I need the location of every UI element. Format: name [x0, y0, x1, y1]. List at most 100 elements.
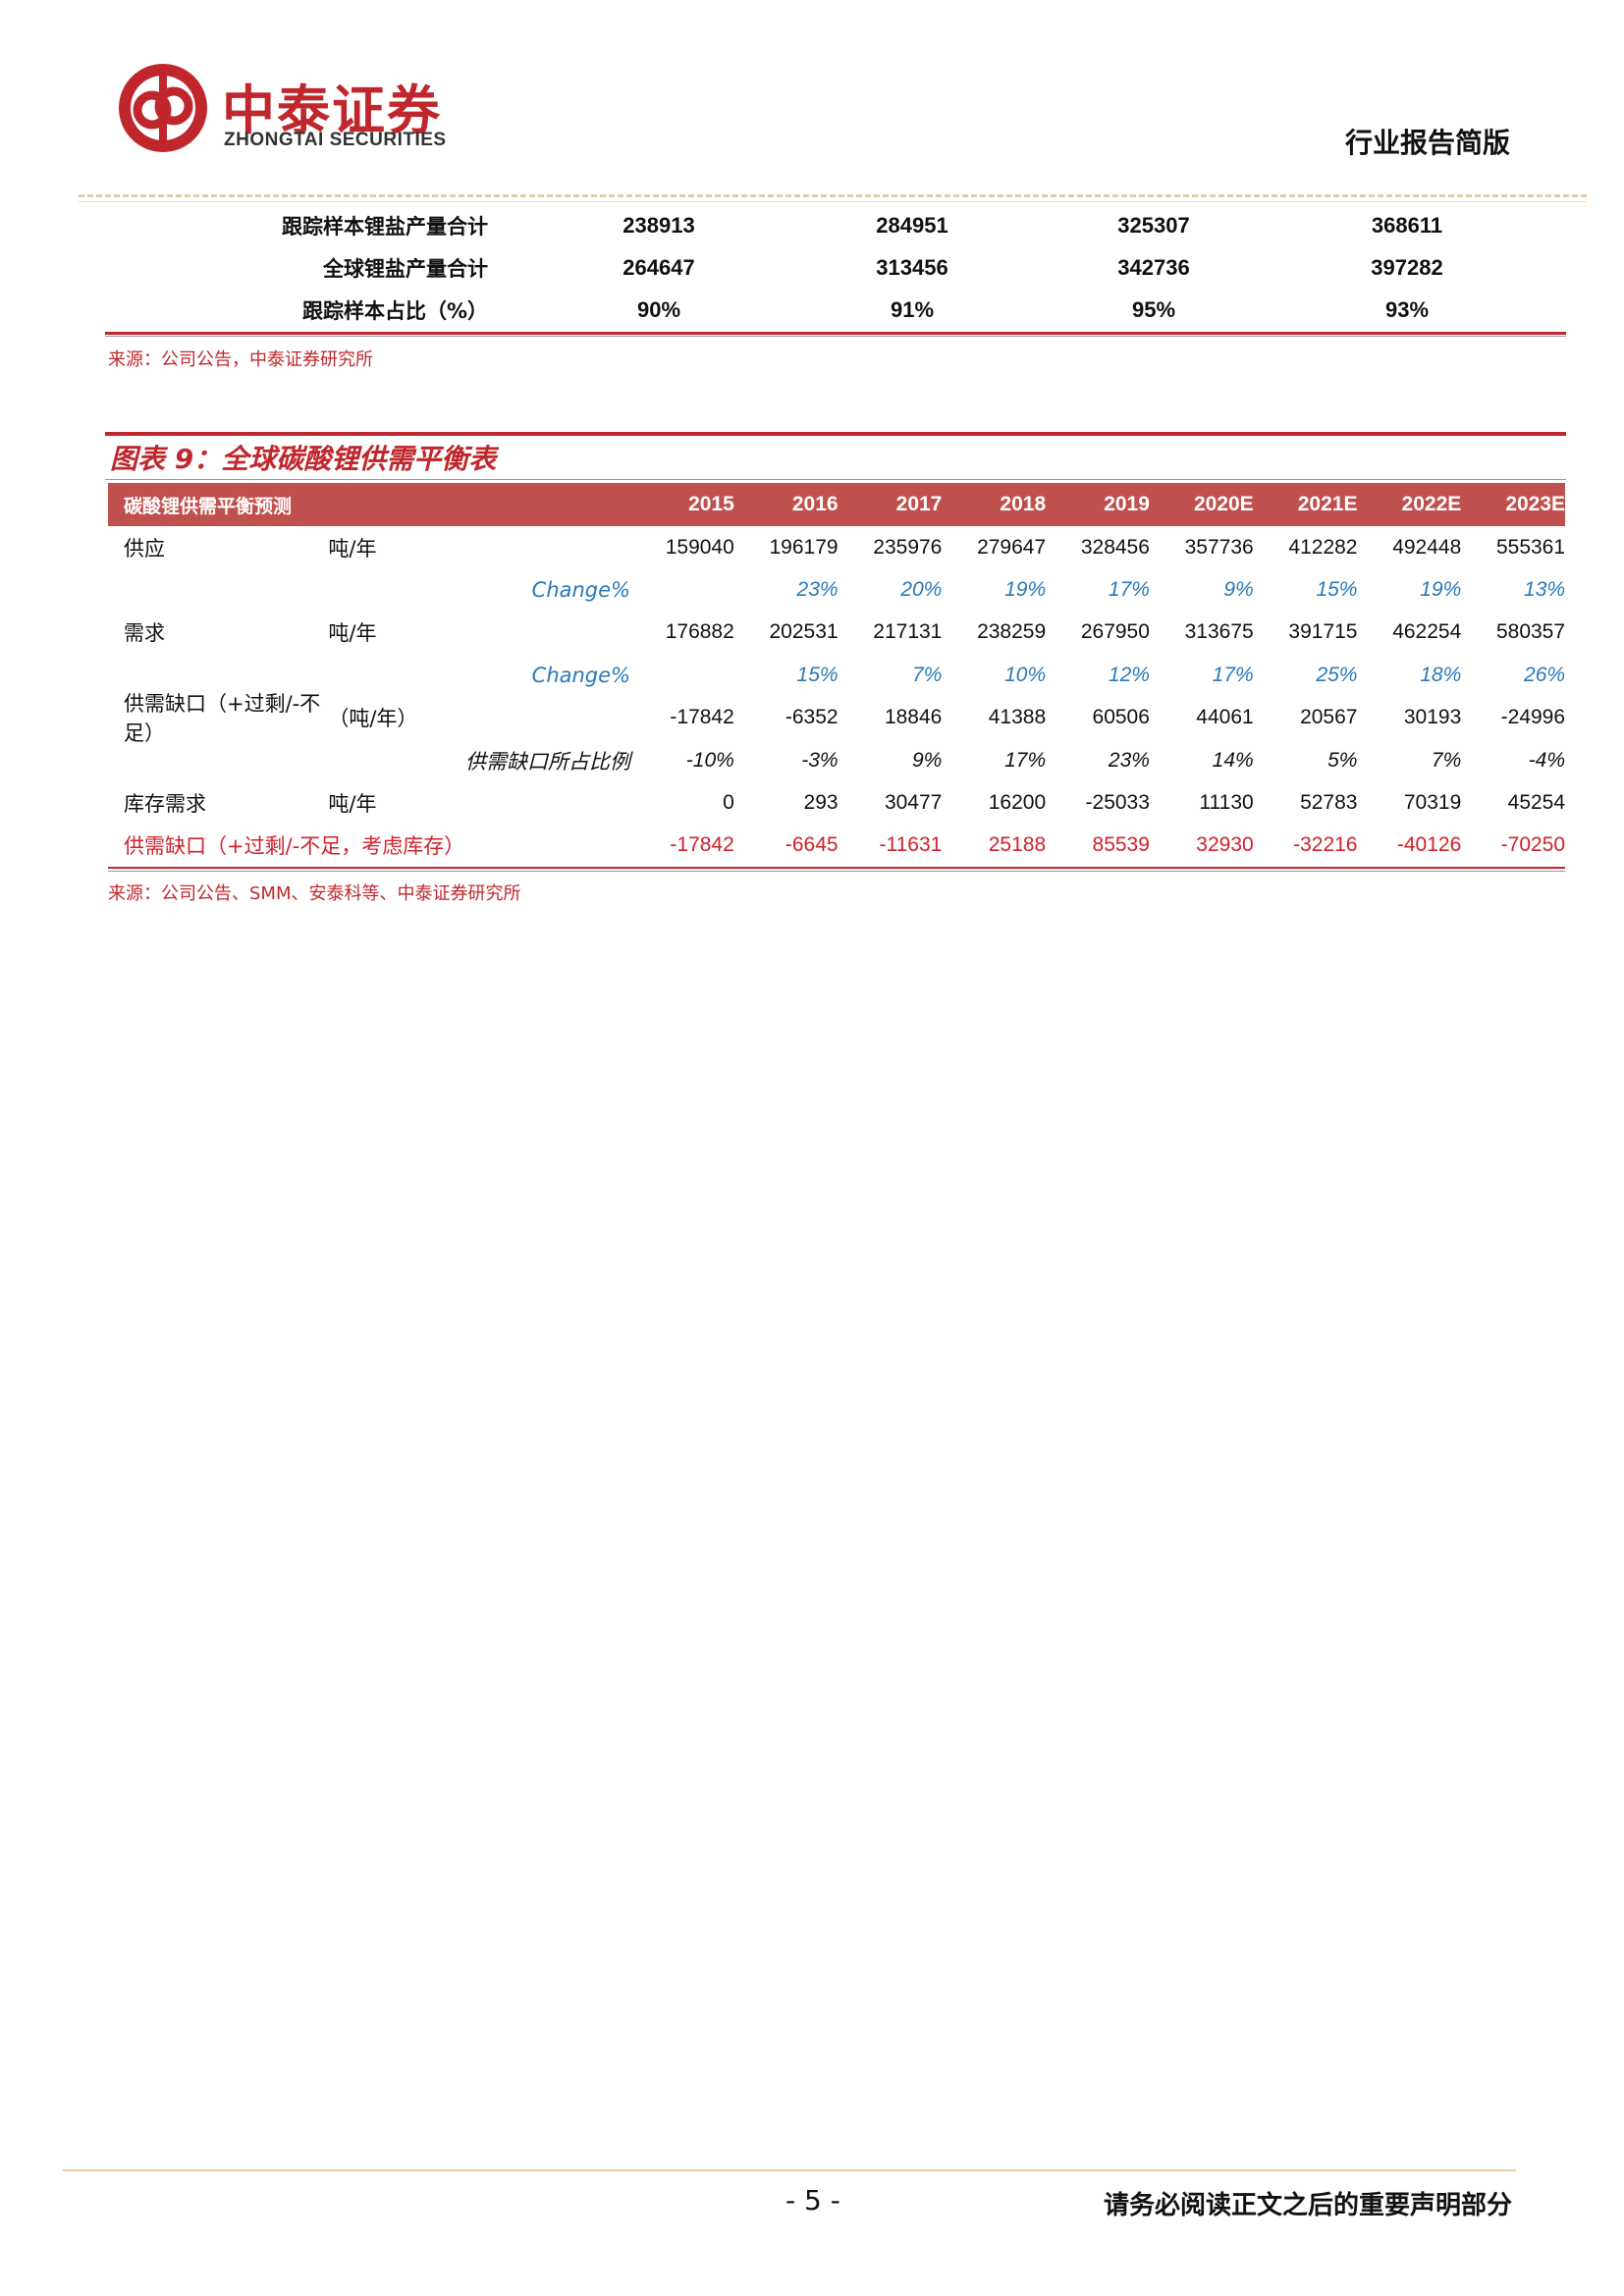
year-header: 2019	[1104, 493, 1150, 515]
table-cell: 397282	[1371, 254, 1443, 280]
row-label: 跟踪样本占比（%）	[301, 298, 488, 323]
row-unit: 吨/年	[328, 536, 377, 561]
table-cell: 235976	[873, 535, 943, 559]
table-cell: 16200	[988, 791, 1047, 815]
table-row: 供需缺口（+过剩/-不足，考虑库存） -17842 -6645 -11631 25188…	[108, 825, 1565, 867]
table-cell: 202531	[769, 620, 839, 644]
row-label: 全球锂盐产量合计	[323, 256, 488, 281]
row-unit: Change%	[531, 578, 631, 603]
table-cell: -40126	[1396, 833, 1462, 857]
table-cell: 93%	[1384, 296, 1430, 322]
table-cell: 10%	[1004, 663, 1047, 686]
table-cell: 20567	[1300, 706, 1358, 729]
table-cell: 15%	[796, 663, 839, 686]
company-logo: 中泰证券 ZHONGTAI SECURITIES	[116, 61, 489, 159]
table-cell: 267950	[1080, 620, 1150, 644]
table-cell: 357736	[1184, 535, 1254, 559]
table-cell: -6645	[785, 833, 839, 857]
table-row: 全球锂盐产量合计 264647 313456 342736 397282	[105, 246, 1566, 289]
table-cell: 238913	[623, 212, 695, 238]
row-unit: 吨/年	[328, 621, 377, 646]
row-unit: 供需缺口所占比例	[465, 749, 631, 774]
year-header: 2018	[1000, 493, 1047, 515]
table-cell: 41388	[988, 706, 1047, 729]
row-label: 供需缺口（+过剩/-不足，考虑库存）	[124, 834, 465, 859]
row-label: 供应	[124, 536, 165, 561]
table-cell: 7%	[1431, 748, 1462, 772]
table-cell: 23%	[1108, 748, 1150, 772]
table-row: 跟踪样本锂盐产量合计 238913 284951 325307 368611	[105, 204, 1566, 246]
table-cell: 14%	[1212, 748, 1254, 772]
year-header: 2016	[791, 493, 839, 515]
table-bottom-rule-thin	[105, 336, 1566, 337]
page-number: - 5 -	[785, 2184, 840, 2216]
table-bottom-rule-thin	[108, 871, 1565, 873]
year-header: 2021E	[1297, 493, 1358, 515]
table-cell: -3%	[801, 748, 839, 772]
table-cell: 176882	[665, 620, 734, 644]
table-cell: 11130	[1199, 791, 1254, 815]
table-cell: 44061	[1196, 706, 1254, 729]
year-header: 2015	[688, 493, 734, 515]
table-cell: -6352	[785, 706, 839, 729]
table-cell: 85539	[1092, 833, 1150, 857]
table-cell: 325307	[1117, 212, 1190, 238]
table-cell: 60506	[1092, 706, 1150, 729]
table-cell: 30193	[1403, 706, 1462, 729]
table-cell: 264647	[623, 254, 695, 280]
table-cell: 17%	[1108, 578, 1150, 602]
table-cell: 32930	[1196, 833, 1254, 857]
table-cell: 328456	[1080, 535, 1150, 559]
header-divider-thin	[79, 201, 1587, 202]
table-cell: 9%	[912, 748, 943, 772]
table-cell: 26%	[1524, 663, 1566, 686]
table-cell: -32216	[1293, 833, 1358, 857]
table-cell: 5%	[1327, 748, 1358, 772]
tracking-sample-table: 跟踪样本锂盐产量合计 238913 284951 325307 368611 全…	[105, 204, 1566, 331]
table-cell: 25188	[988, 833, 1047, 857]
figure-title-rule	[105, 432, 1566, 436]
table-cell: -24996	[1500, 706, 1566, 729]
table-cell: 580357	[1495, 620, 1566, 644]
table-cell: 7%	[912, 663, 943, 686]
table-cell: -10%	[685, 748, 734, 772]
table-cell: 90%	[636, 296, 681, 322]
report-type: 行业报告简版	[1344, 127, 1510, 159]
logo-english-name: ZHONGTAI SECURITIES	[224, 130, 447, 150]
table-cell: 30477	[884, 791, 943, 815]
figure-title: 图表 9：全球碳酸锂供需平衡表	[110, 443, 497, 475]
header-label: 碳酸锂供需平衡预测	[124, 495, 293, 517]
row-unit: （吨/年）	[328, 707, 418, 731]
table-cell: 19%	[1420, 578, 1462, 602]
table-cell: 368611	[1371, 212, 1443, 238]
table-cell: 462254	[1392, 620, 1462, 644]
table-cell: 12%	[1108, 663, 1150, 686]
year-header: 2017	[895, 493, 943, 515]
table-row: Change% 15% 7% 10% 12% 17% 25% 18% 26%	[108, 654, 1565, 696]
table-cell: 313456	[876, 254, 948, 280]
table-row: 供需缺口所占比例 -10% -3% 9% 17% 23% 14% 5% 7% -4%	[108, 739, 1565, 781]
table-cell: 95%	[1131, 296, 1176, 322]
table-cell: 20%	[900, 578, 943, 602]
table-row: 供需缺口（+过剩/-不足） （吨/年） -17842 -6352 18846 41388 6…	[108, 692, 1566, 745]
row-unit: 吨/年	[328, 792, 377, 817]
table-cell: 238259	[977, 620, 1047, 644]
table-cell: -11631	[879, 833, 943, 857]
table-cell: 91%	[890, 296, 935, 322]
table-cell: 284951	[876, 212, 948, 238]
table-cell: 492448	[1392, 535, 1462, 559]
table-cell: 23%	[796, 578, 839, 602]
table-cell: -17842	[670, 706, 734, 729]
disclaimer-text: 请务必阅读正文之后的重要声明部分	[1103, 2191, 1512, 2220]
table-cell: 313675	[1184, 620, 1254, 644]
table-cell: 217131	[873, 620, 943, 644]
year-header: 2020E	[1193, 493, 1254, 515]
row-label: 供需缺口（+过剩/-不足）	[124, 692, 321, 746]
table-row: 库存需求 吨/年 0 293 30477 16200 -25033 11130 52783 703…	[108, 781, 1565, 824]
table-cell: 70319	[1403, 791, 1462, 815]
table-row: Change% 23% 20% 19% 17% 9% 15% 19% 13%	[108, 568, 1565, 611]
table-bottom-rule	[105, 332, 1566, 335]
supply-demand-table: 碳酸锂供需平衡预测 2015 2016 2017 2018 2019 2020E…	[108, 483, 1566, 873]
logo-chinese-name: 中泰证券	[222, 80, 442, 141]
table-cell: 25%	[1316, 663, 1358, 686]
